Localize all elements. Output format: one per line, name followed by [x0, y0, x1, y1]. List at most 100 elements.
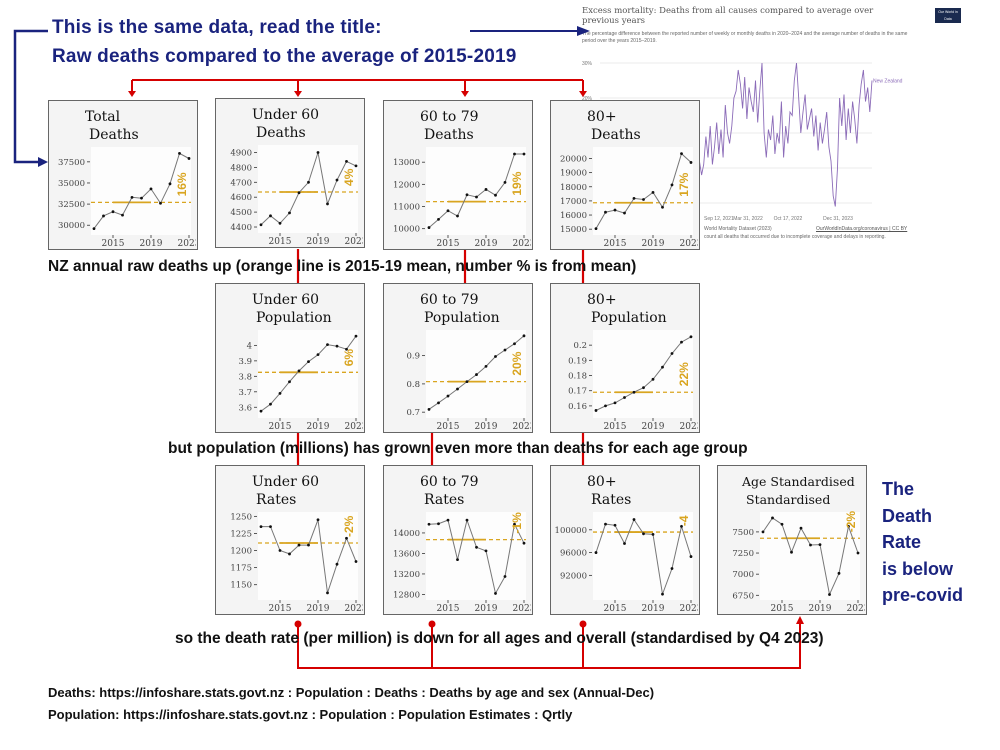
data-point	[761, 530, 765, 534]
y-tick-label: 4600	[230, 193, 252, 203]
y-tick-label: 0.9	[406, 352, 420, 362]
owid-link[interactable]: OurWorldInData.org/coronavirus | CC BY	[816, 226, 908, 232]
arrow-right-icon	[38, 157, 48, 167]
data-point	[475, 545, 478, 549]
data-point	[604, 522, 607, 526]
owid-note: count all deaths that occurred due to in…	[704, 234, 886, 240]
owid-x-tick: Oct 17, 2022	[774, 216, 803, 222]
y-tick-label: 15000	[560, 225, 587, 235]
data-point	[259, 223, 263, 227]
y-tick-label: 11000	[393, 203, 420, 213]
data-point	[484, 188, 488, 191]
data-point	[121, 213, 124, 217]
y-tick-label: 1200	[230, 547, 252, 557]
y-tick-label: 0.7	[406, 408, 420, 418]
x-tick-label: 2019	[140, 239, 163, 248]
pct-change-label: 6%	[342, 349, 356, 367]
data-point	[326, 202, 329, 206]
data-point	[651, 532, 655, 536]
data-point	[623, 396, 626, 399]
pct-change-label: 4%	[342, 168, 356, 186]
y-tick-label: 35000	[58, 179, 85, 189]
pct-change-label: -2%	[342, 515, 356, 537]
x-tick-label: 2019	[475, 422, 498, 431]
chart-60to79-rates: 60 to 79 Rates 12800 13200 13600 14000 2015 201…	[393, 474, 531, 613]
population-source: Population: https://infoshare.stats.govt…	[48, 707, 573, 722]
y-tick-label: 17000	[560, 197, 587, 207]
data-point	[465, 193, 469, 197]
data-point	[269, 214, 272, 218]
x-tick-label: 2023	[345, 237, 363, 246]
x-tick-label: 2015	[269, 237, 292, 246]
y-tick-label: 12800	[393, 590, 420, 600]
chart-title: 60 to 79	[420, 474, 479, 490]
data-point	[513, 342, 516, 346]
data-point	[475, 373, 478, 376]
y-tick-label: 4800	[230, 163, 252, 173]
data-point	[484, 549, 488, 553]
data-point	[140, 196, 143, 200]
data-point	[437, 217, 440, 221]
data-point	[102, 214, 105, 218]
data-point	[278, 549, 282, 552]
y-tick-label: 100000	[555, 526, 587, 536]
chart-80plus-population: 80+ Population 0.16 0.17 0.18 0.19 0.2 2015 2019…	[568, 292, 698, 431]
x-tick-label: 2015	[269, 604, 292, 613]
data-point	[670, 352, 674, 355]
x-tick-label: 2023	[345, 604, 363, 613]
owid-title: Excess mortality: Deaths from all causes…	[582, 6, 874, 26]
data-point	[623, 211, 626, 215]
data-point	[149, 187, 153, 191]
data-point	[475, 195, 478, 199]
data-point	[632, 518, 636, 521]
data-point	[847, 525, 850, 528]
data-point	[670, 183, 674, 187]
x-tick-label: 2019	[307, 237, 330, 246]
chart-title: Population	[256, 310, 332, 326]
chart-title: Deaths	[256, 125, 306, 141]
data-point	[651, 191, 655, 194]
y-tick-label: 1175	[230, 564, 252, 574]
chart-title: 80+	[587, 474, 617, 490]
blue-connector	[13, 29, 48, 164]
data-point	[187, 157, 191, 160]
data-point	[642, 386, 645, 390]
chart-title: Population	[424, 310, 500, 326]
pin-icon	[428, 620, 436, 628]
y-tick-label: 7000	[732, 570, 754, 580]
data-point	[307, 360, 310, 364]
data-point	[632, 196, 636, 200]
side-note: The Death Rate is below pre-covid	[882, 476, 963, 609]
data-point	[503, 575, 507, 578]
data-point	[503, 348, 507, 352]
y-tick-label: 4500	[230, 208, 252, 218]
y-tick-label: 3.8	[238, 372, 252, 382]
plot-area	[91, 147, 191, 235]
owid-x-tick: Mar 31, 2022	[733, 216, 763, 222]
panel-total-deaths: Total Deaths 30000 32500 35000 37500 2015 2019 2…	[48, 100, 198, 250]
data-point	[837, 571, 841, 575]
y-tick-label: 0.17	[568, 387, 587, 397]
pin-icon	[579, 620, 587, 628]
chart-title: Deaths	[89, 127, 139, 143]
x-tick-label: 2019	[642, 422, 665, 431]
y-tick-label: 13000	[393, 158, 420, 168]
data-point	[130, 195, 134, 199]
x-tick-label: 2015	[102, 239, 125, 248]
y-tick-label: 0.2	[573, 341, 587, 351]
pct-change-label: 19%	[510, 171, 524, 195]
data-point	[613, 401, 617, 405]
data-point	[345, 160, 348, 163]
plot-area	[258, 512, 358, 600]
data-point	[613, 208, 617, 212]
plot-area	[760, 512, 860, 600]
y-tick-label: 37500	[58, 158, 85, 168]
y-tick-label: 96000	[560, 549, 587, 559]
pct-change-label: -4	[677, 515, 691, 526]
data-point	[790, 550, 793, 554]
data-point	[680, 152, 683, 156]
y-tick-label: 13200	[393, 570, 420, 580]
data-point	[307, 180, 310, 184]
chart-80plus-deaths: 80+ Deaths 15000 16000 17000 18000 19000 20000 2…	[560, 109, 698, 248]
